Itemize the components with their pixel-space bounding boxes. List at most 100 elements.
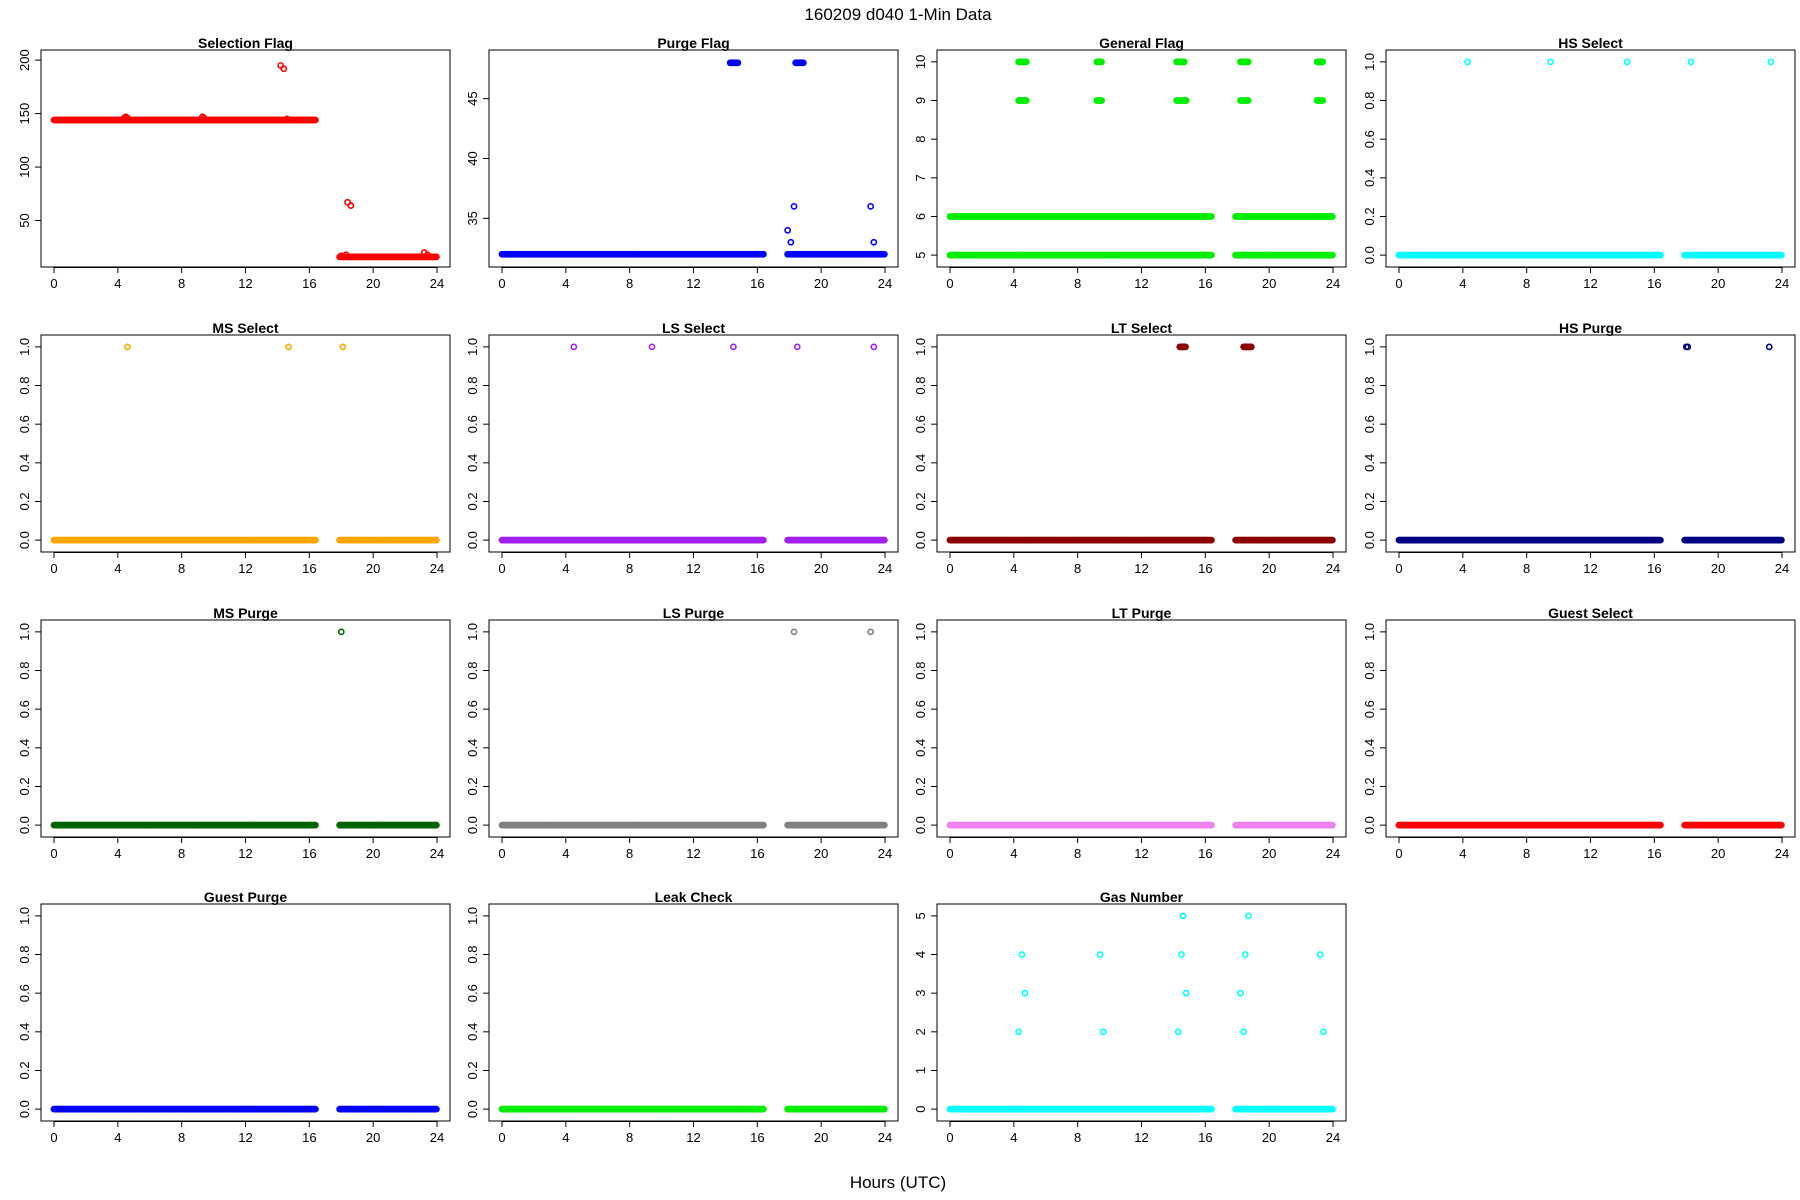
panel-title: HS Purge bbox=[1559, 320, 1622, 336]
x-tick-label: 12 bbox=[238, 561, 252, 576]
panel-title: Purge Flag bbox=[657, 35, 729, 51]
data-point bbox=[870, 238, 878, 246]
y-tick-label: 0.4 bbox=[465, 454, 480, 472]
y-tick-label: 0.8 bbox=[913, 376, 928, 394]
y-tick-label: 0.6 bbox=[17, 415, 32, 433]
data-point bbox=[1656, 536, 1664, 544]
x-tick-label: 20 bbox=[814, 846, 828, 861]
data-point bbox=[729, 343, 737, 351]
y-tick-label: 0.6 bbox=[913, 700, 928, 718]
y-tick-label: 0.6 bbox=[913, 415, 928, 433]
data-run bbox=[1173, 97, 1190, 104]
y-tick-label: 0.2 bbox=[465, 492, 480, 510]
data-run bbox=[498, 821, 767, 829]
x-tick-label: 24 bbox=[1775, 561, 1789, 576]
data-run bbox=[1173, 58, 1188, 66]
data-run bbox=[946, 536, 1215, 544]
x-tick-label: 16 bbox=[750, 846, 764, 861]
y-tick-label: 0.6 bbox=[1362, 415, 1377, 433]
x-tick-label: 24 bbox=[430, 846, 444, 861]
data-point bbox=[793, 343, 801, 351]
panel-title: LS Select bbox=[662, 320, 725, 336]
data-point bbox=[1207, 536, 1215, 544]
x-tick-label: 24 bbox=[878, 276, 892, 291]
panel-title: LT Purge bbox=[1112, 605, 1172, 621]
x-tick-label: 8 bbox=[1074, 561, 1081, 576]
data-point bbox=[1319, 58, 1327, 66]
data-point bbox=[124, 343, 131, 351]
x-tick-label: 4 bbox=[1459, 561, 1466, 576]
data-point bbox=[285, 343, 292, 351]
data-point bbox=[1623, 58, 1631, 66]
y-tick-label: 0.8 bbox=[17, 661, 32, 679]
data-point bbox=[1022, 97, 1030, 104]
y-tick-label: 8 bbox=[913, 136, 928, 143]
data-run bbox=[1313, 97, 1327, 104]
y-tick-label: 0.0 bbox=[17, 531, 32, 549]
data-run bbox=[1232, 821, 1336, 829]
y-tick-label: 0.2 bbox=[913, 777, 928, 795]
data-point bbox=[311, 821, 319, 829]
panel-title: LT Select bbox=[1111, 320, 1173, 336]
data-run bbox=[946, 251, 1215, 259]
x-tick-label: 0 bbox=[498, 561, 505, 576]
x-tick-label: 0 bbox=[50, 276, 57, 291]
y-tick-label: 0.2 bbox=[1362, 207, 1377, 225]
data-point bbox=[1328, 213, 1336, 220]
data-point bbox=[1767, 58, 1775, 66]
data-point bbox=[1328, 536, 1336, 544]
x-tick-label: 16 bbox=[1198, 846, 1212, 861]
y-tick-label: 0.6 bbox=[465, 700, 480, 718]
data-point bbox=[1244, 97, 1252, 104]
data-run bbox=[50, 116, 319, 124]
x-tick-label: 12 bbox=[1583, 561, 1597, 576]
data-run bbox=[1237, 97, 1252, 104]
data-point bbox=[432, 253, 440, 261]
data-point bbox=[339, 343, 347, 351]
x-tick-label: 16 bbox=[1647, 276, 1661, 291]
x-tick-label: 20 bbox=[1262, 846, 1276, 861]
y-tick-label: 1.0 bbox=[913, 338, 928, 356]
y-tick-label: 100 bbox=[17, 156, 32, 178]
y-tick-label: 0.4 bbox=[1362, 454, 1377, 472]
x-tick-label: 12 bbox=[686, 561, 700, 576]
y-tick-label: 0.4 bbox=[17, 739, 32, 757]
x-tick-label: 0 bbox=[50, 561, 57, 576]
y-tick-label: 0.8 bbox=[17, 376, 32, 394]
x-tick-label: 8 bbox=[626, 276, 633, 291]
data-point bbox=[1777, 251, 1785, 259]
data-point bbox=[880, 250, 888, 258]
data-run bbox=[1232, 536, 1336, 544]
data-point bbox=[759, 250, 767, 258]
x-tick-label: 4 bbox=[562, 846, 569, 861]
y-tick-label: 150 bbox=[17, 103, 32, 125]
x-tick-label: 8 bbox=[1074, 846, 1081, 861]
x-tick-label: 20 bbox=[1262, 561, 1276, 576]
x-tick-label: 16 bbox=[1198, 561, 1212, 576]
data-point bbox=[1207, 251, 1215, 259]
x-tick-label: 4 bbox=[562, 276, 569, 291]
x-tick-label: 8 bbox=[626, 561, 633, 576]
data-run bbox=[50, 536, 319, 544]
x-tick-label: 4 bbox=[1459, 276, 1466, 291]
data-point bbox=[280, 65, 288, 73]
y-tick-label: 0.8 bbox=[465, 661, 480, 679]
data-point bbox=[1207, 213, 1215, 220]
data-point bbox=[1765, 343, 1773, 351]
x-tick-label: 16 bbox=[750, 561, 764, 576]
data-point bbox=[200, 114, 208, 122]
y-tick-label: 0.4 bbox=[913, 739, 928, 757]
y-tick-label: 1.0 bbox=[465, 338, 480, 356]
data-point bbox=[311, 536, 319, 544]
x-tick-label: 4 bbox=[114, 846, 121, 861]
data-run bbox=[1240, 343, 1255, 351]
x-tick-label: 20 bbox=[366, 276, 380, 291]
y-tick-label: 0.6 bbox=[465, 415, 480, 433]
data-point bbox=[1656, 251, 1664, 259]
